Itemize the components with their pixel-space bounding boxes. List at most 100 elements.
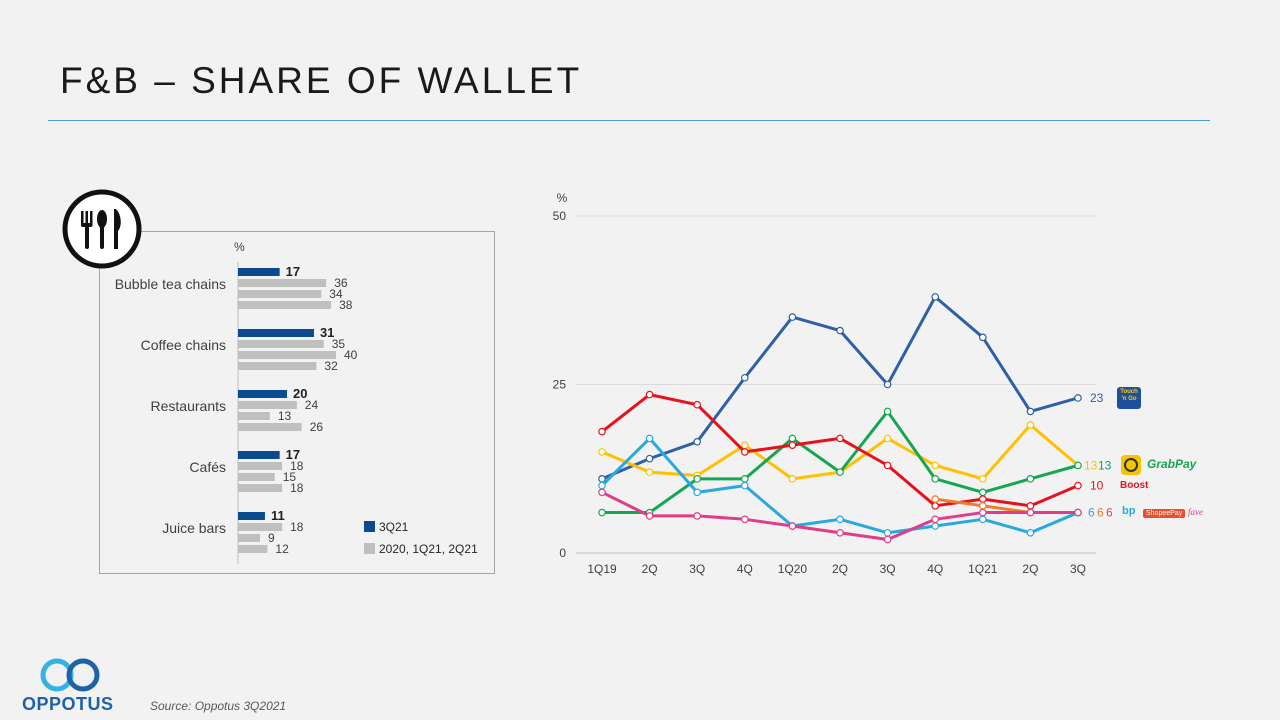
source-note: Source: Oppotus 3Q2021 [150,699,287,713]
bar-value-label: 38 [339,298,353,312]
data-point-orange [1026,421,1035,429]
bar-2q21 [238,301,332,309]
legend-label-past: 2020, 1Q21, 2Q21 [379,542,478,556]
bar-value-label: 11 [271,508,285,523]
line-x-tick: 2Q [642,562,658,576]
bigpay-logo-text: bp [1122,505,1136,517]
data-point-boost [836,434,844,443]
line-x-tick: 1Q19 [587,562,617,576]
data-point-touch-n-go [1026,407,1035,416]
data-point-touch-n-go [883,380,892,389]
data-point-boost [598,427,606,436]
end-label-bigpay: 6 [1088,506,1095,520]
bar-value-label: 9 [268,531,275,545]
data-point-bigpay [645,434,654,443]
data-point-touch-n-go [788,313,797,321]
data-point-touch-n-go [741,373,749,382]
bar-category-label: Juice bars [162,520,226,536]
bar-3q21 [238,390,287,398]
legend-label-current: 3Q21 [379,520,409,534]
bar-1q21 [238,412,270,420]
data-point-bigpay [883,528,892,537]
end-label-tng: 23 [1090,391,1104,405]
data-point-grabpay [883,407,892,416]
data-point-boost [693,400,702,409]
bar-value-label: 13 [278,409,292,423]
bar-3q21 [238,268,280,276]
title-divider [48,120,1210,121]
bigpay-logo: bp [1122,505,1135,517]
bar-1q21 [238,534,261,542]
data-point-boost [931,502,940,510]
bar-category-label: Cafés [189,459,226,475]
bar-chart-panel [99,231,495,574]
bar-2020 [238,340,324,348]
bar-category-label: Coffee chains [141,337,226,353]
data-point-boost [978,495,987,503]
boost-logo-text: Boost [1120,480,1149,491]
line-chart: % 0 25 50 1Q19 2Q 3Q 4Q 1Q20 2Q 3Q 4Q 1Q21 2Q 3Q 23 13 13… [553,191,1113,576]
brand-name: OPPOTUS [22,694,114,714]
bar-value-label: 17 [286,264,300,279]
bar-value-label: 20 [293,386,307,401]
boost-logo: Boost [1120,480,1148,491]
data-point-orange [788,475,797,483]
line-y-tick: 25 [553,378,567,392]
fave-logo: fave [1188,507,1203,517]
bar-3q21 [238,451,280,459]
bar-value-label: 34 [329,287,343,301]
data-point-shopeepay [978,502,987,510]
data-point-touch-n-go [978,333,987,342]
data-point-bigpay [598,481,606,490]
fave-logo-text: fave [1188,507,1203,517]
bar-1q21 [238,473,275,481]
data-point-boost [741,448,749,456]
bar-3q21 [238,512,265,520]
tng-logo-text: Touch 'n Go [1120,389,1138,402]
data-point-fave [836,528,844,537]
grabpay-logo-text: GrabPay [1147,457,1197,471]
line-x-tick: 1Q21 [968,562,998,576]
data-point-boost [883,461,892,470]
data-point-fave [645,512,654,520]
bar-2020 [238,401,297,409]
data-point-fave [978,508,987,517]
end-label-fave: 6 [1106,506,1113,520]
bar-value-label: 36 [334,276,348,290]
bar-value-label: 32 [324,359,338,373]
bar-y-unit: % [234,240,245,254]
data-point-touch-n-go [598,475,606,483]
bar-2q21 [238,484,283,492]
data-point-grabpay [693,475,702,483]
data-point-boost [788,441,797,449]
data-point-bigpay [836,515,844,524]
bar-value-label: 18 [290,481,304,495]
data-point-orange [931,461,940,470]
bar-category-label: Bubble tea chains [115,276,226,292]
data-point-bigpay [741,481,749,490]
cutlery-icon [62,189,142,269]
bar-2020 [238,279,327,287]
bar-2q21 [238,545,268,553]
end-label-orange: 13 [1084,458,1098,472]
data-point-orange [645,468,654,476]
data-point-grabpay [788,434,797,443]
line-x-tick: 4Q [737,562,753,576]
data-point-shopeepay [931,495,940,503]
data-point-grabpay [1026,475,1035,483]
bar-2020 [238,462,283,470]
bar-value-label: 18 [290,459,304,473]
data-point-fave [1026,508,1035,517]
data-point-touch-n-go [836,326,844,335]
bar-value-label: 31 [320,325,334,340]
grab-icon [1121,455,1141,475]
shopeepay-logo: ShopeePay [1143,509,1186,518]
data-point-touch-n-go [645,454,654,463]
data-point-fave [741,515,749,524]
bar-value-label: 40 [344,348,358,362]
data-point-boost [1026,502,1035,510]
data-point-bigpay [931,522,940,530]
line-x-tick: 1Q20 [778,562,808,576]
tng-logo: Touch 'n Go [1117,387,1141,409]
